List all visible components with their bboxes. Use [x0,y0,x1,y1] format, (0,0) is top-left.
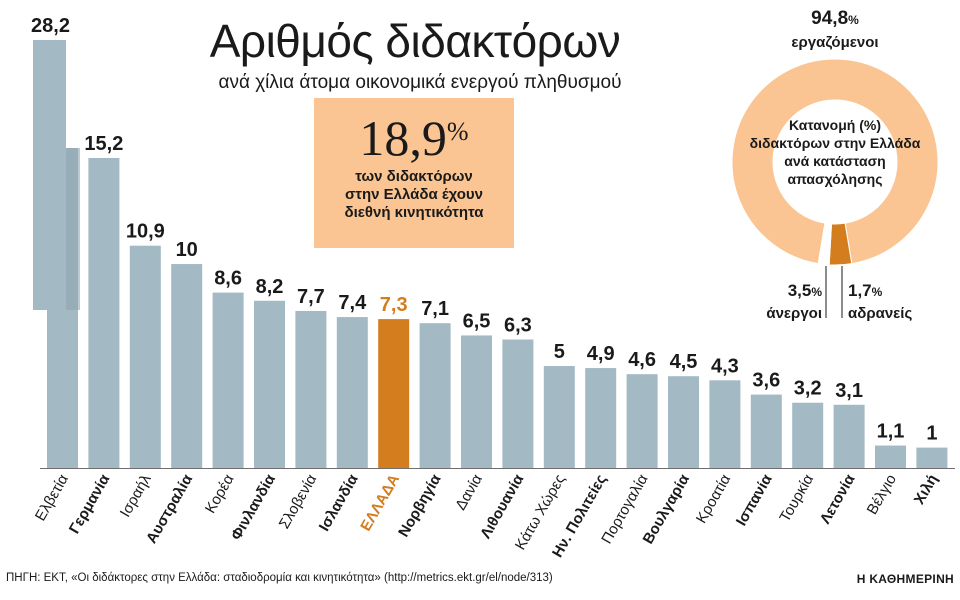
category-label-19: Λετονία [817,471,859,527]
value-label-19: 3,1 [835,380,863,402]
category-label-2: Ισραήλ [117,471,155,520]
bar-11 [502,339,534,468]
category-label-1: Γερμανία [66,471,114,537]
value-label-5: 8,2 [256,276,284,298]
source-note: ΠΗΓΗ: ΕΚΤ, «Οι διδάκτορες στην Ελλάδα: σ… [6,572,553,584]
category-label-9: Νορβηγία [395,471,445,540]
chart-subtitle: ανά χίλια άτομα οικονομικά ενεργού πληθυ… [218,72,622,93]
bar-7 [336,317,368,468]
category-label-20: Βέλγιο [864,472,900,518]
callout-value: 18,9% [359,110,469,166]
value-label-9: 7,1 [421,298,449,320]
bar-15 [668,376,699,468]
category-label-4: Κορέα [202,471,238,516]
donut-label-employed-value: 94,8% [811,8,859,29]
value-label-4: 8,6 [214,268,242,290]
value-label-8: 7,3 [380,294,408,316]
value-label-14: 4,6 [628,349,656,371]
category-label-8: ΕΛΛΑΔΑ [357,471,403,534]
donut-slice-2 [817,222,833,266]
donut-chart [731,58,939,318]
value-label-2: 10,9 [126,221,165,243]
category-label-0: Ελβετία [32,471,72,524]
value-label-18: 3,2 [794,378,822,400]
category-label-18: Τουρκία [776,471,817,525]
bar-19 [833,404,865,468]
bar-8 [378,319,410,468]
value-label-16: 4,3 [711,355,739,377]
bar-9 [419,323,451,468]
value-label-20: 1,1 [877,421,905,443]
bar-10 [461,335,492,468]
donut-title: Κατανομή (%) διδακτόρων στην Ελλάδα ανά … [749,117,921,187]
bar-3 [171,264,203,468]
value-label-13: 4,9 [587,343,615,365]
bar-14 [626,374,658,468]
bar-20 [875,445,906,468]
bar-16 [709,380,741,468]
bar-17 [750,394,782,468]
callout-text: των διδακτόρων στην Ελλάδα έχουν διεθνή … [344,168,484,221]
bar-5 [254,300,285,468]
value-label-0: 28,2 [31,15,70,37]
value-label-12: 5 [554,341,565,363]
donut-label-employed: εργαζόμενοι [791,34,879,51]
category-label-6: Σλοβενία [276,471,321,531]
donut-slice-0 [731,58,939,265]
value-label-21: 1 [926,423,937,445]
publisher-brand: Η ΚΑΘΗΜΕΡΙΝΗ [856,572,954,586]
value-label-17: 3,6 [752,370,780,392]
donut-label-unemployed: 3,5% άνεργοι [766,281,822,322]
value-label-7: 7,4 [338,292,367,314]
category-label-17: Ισπανία [733,471,776,529]
bar-21 [916,447,948,468]
category-label-16: Κροατία [693,471,735,526]
category-label-10: Δανία [452,471,486,513]
value-label-10: 6,5 [463,310,491,332]
bar-4 [212,292,244,468]
value-label-15: 4,5 [670,351,698,373]
bar-13 [585,368,617,468]
donut-label-inactive: 1,7% αδρανείς [848,281,913,322]
bar-1 [88,158,120,468]
bar-break-shade [66,148,80,310]
category-label-7: Ισλανδία [316,471,362,534]
value-label-1: 15,2 [84,133,123,155]
category-label-21: Χιλή [911,472,942,508]
bar-12 [543,366,575,468]
bar-6 [295,310,327,468]
value-label-3: 10 [176,239,198,261]
bar-18 [792,402,824,468]
value-label-11: 6,3 [504,315,532,337]
chart-title: Αριθμός διδακτόρων [209,15,621,67]
bar-0-break [33,40,66,310]
value-label-6: 7,7 [297,286,325,308]
bar-2 [129,245,161,468]
mobility-callout: 18,9% των διδακτόρων στην Ελλάδα έχουν δ… [314,98,514,248]
